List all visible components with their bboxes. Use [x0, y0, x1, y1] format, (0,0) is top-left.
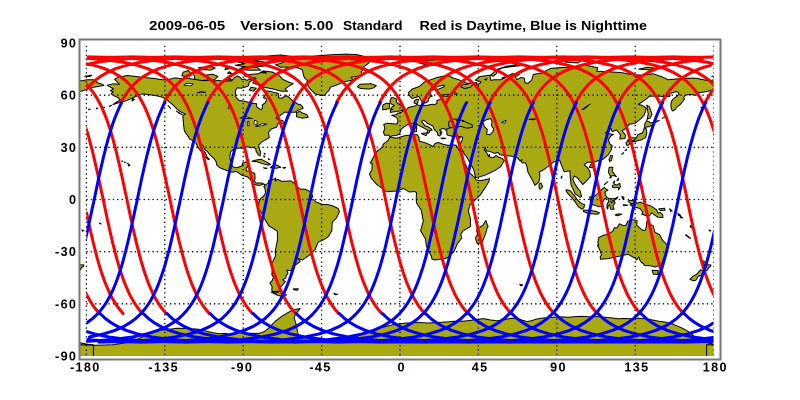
svg-text:Version: 5.00: Version: 5.00	[240, 19, 333, 33]
svg-text:60: 60	[61, 89, 78, 103]
svg-text:90: 90	[550, 361, 567, 375]
svg-text:0: 0	[69, 193, 77, 207]
svg-text:-30: -30	[55, 245, 77, 259]
svg-text:135: 135	[624, 361, 649, 375]
svg-text:0: 0	[398, 361, 406, 375]
svg-text:-60: -60	[55, 297, 77, 311]
svg-text:Red is Daytime, Blue is Nightt: Red is Daytime, Blue is Nighttime	[420, 19, 648, 33]
svg-text:-180: -180	[70, 361, 101, 375]
svg-text:-90: -90	[55, 350, 77, 364]
svg-text:-135: -135	[148, 361, 179, 375]
svg-text:2009-06-05: 2009-06-05	[149, 19, 225, 33]
svg-text:Standard: Standard	[343, 19, 403, 33]
svg-text:90: 90	[61, 37, 78, 51]
svg-text:45: 45	[472, 361, 489, 375]
svg-text:180: 180	[703, 361, 728, 375]
svg-text:-45: -45	[309, 361, 331, 375]
svg-text:30: 30	[61, 141, 78, 155]
svg-text:-90: -90	[231, 361, 253, 375]
